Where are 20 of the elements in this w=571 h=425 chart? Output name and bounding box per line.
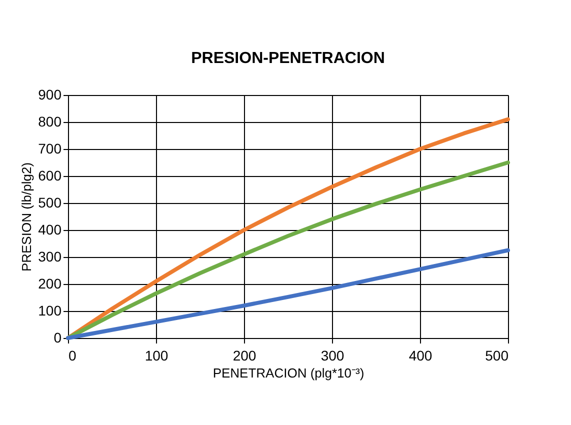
y-tick-label: 0 — [54, 330, 62, 346]
x-tick-label: 200 — [232, 348, 256, 364]
chart-title: PRESION-PENETRACION — [191, 50, 385, 67]
y-axis-title: PRESION (lb/plg2) — [19, 162, 34, 272]
line-series — [66, 248, 510, 340]
y-tick-label: 600 — [38, 168, 62, 184]
x-tick-label: 0 — [68, 348, 76, 364]
x-tick-label: 300 — [320, 348, 344, 364]
y-tick-label: 800 — [38, 114, 62, 130]
x-axis-title: PENETRACION (plg*10⁻³) — [212, 366, 364, 380]
y-tick-label: 500 — [38, 194, 62, 210]
x-tick-label: 400 — [408, 348, 432, 364]
y-tick-label: 700 — [38, 140, 62, 156]
y-tick-label: 100 — [38, 302, 62, 318]
y-tick-label: 300 — [38, 248, 62, 264]
y-tick-label: 400 — [38, 222, 62, 238]
y-tick-label: 200 — [38, 276, 62, 292]
y-tick-label: 900 — [38, 86, 62, 102]
x-tick-label: 100 — [144, 348, 168, 364]
x-tick-label: 500 — [485, 348, 509, 364]
